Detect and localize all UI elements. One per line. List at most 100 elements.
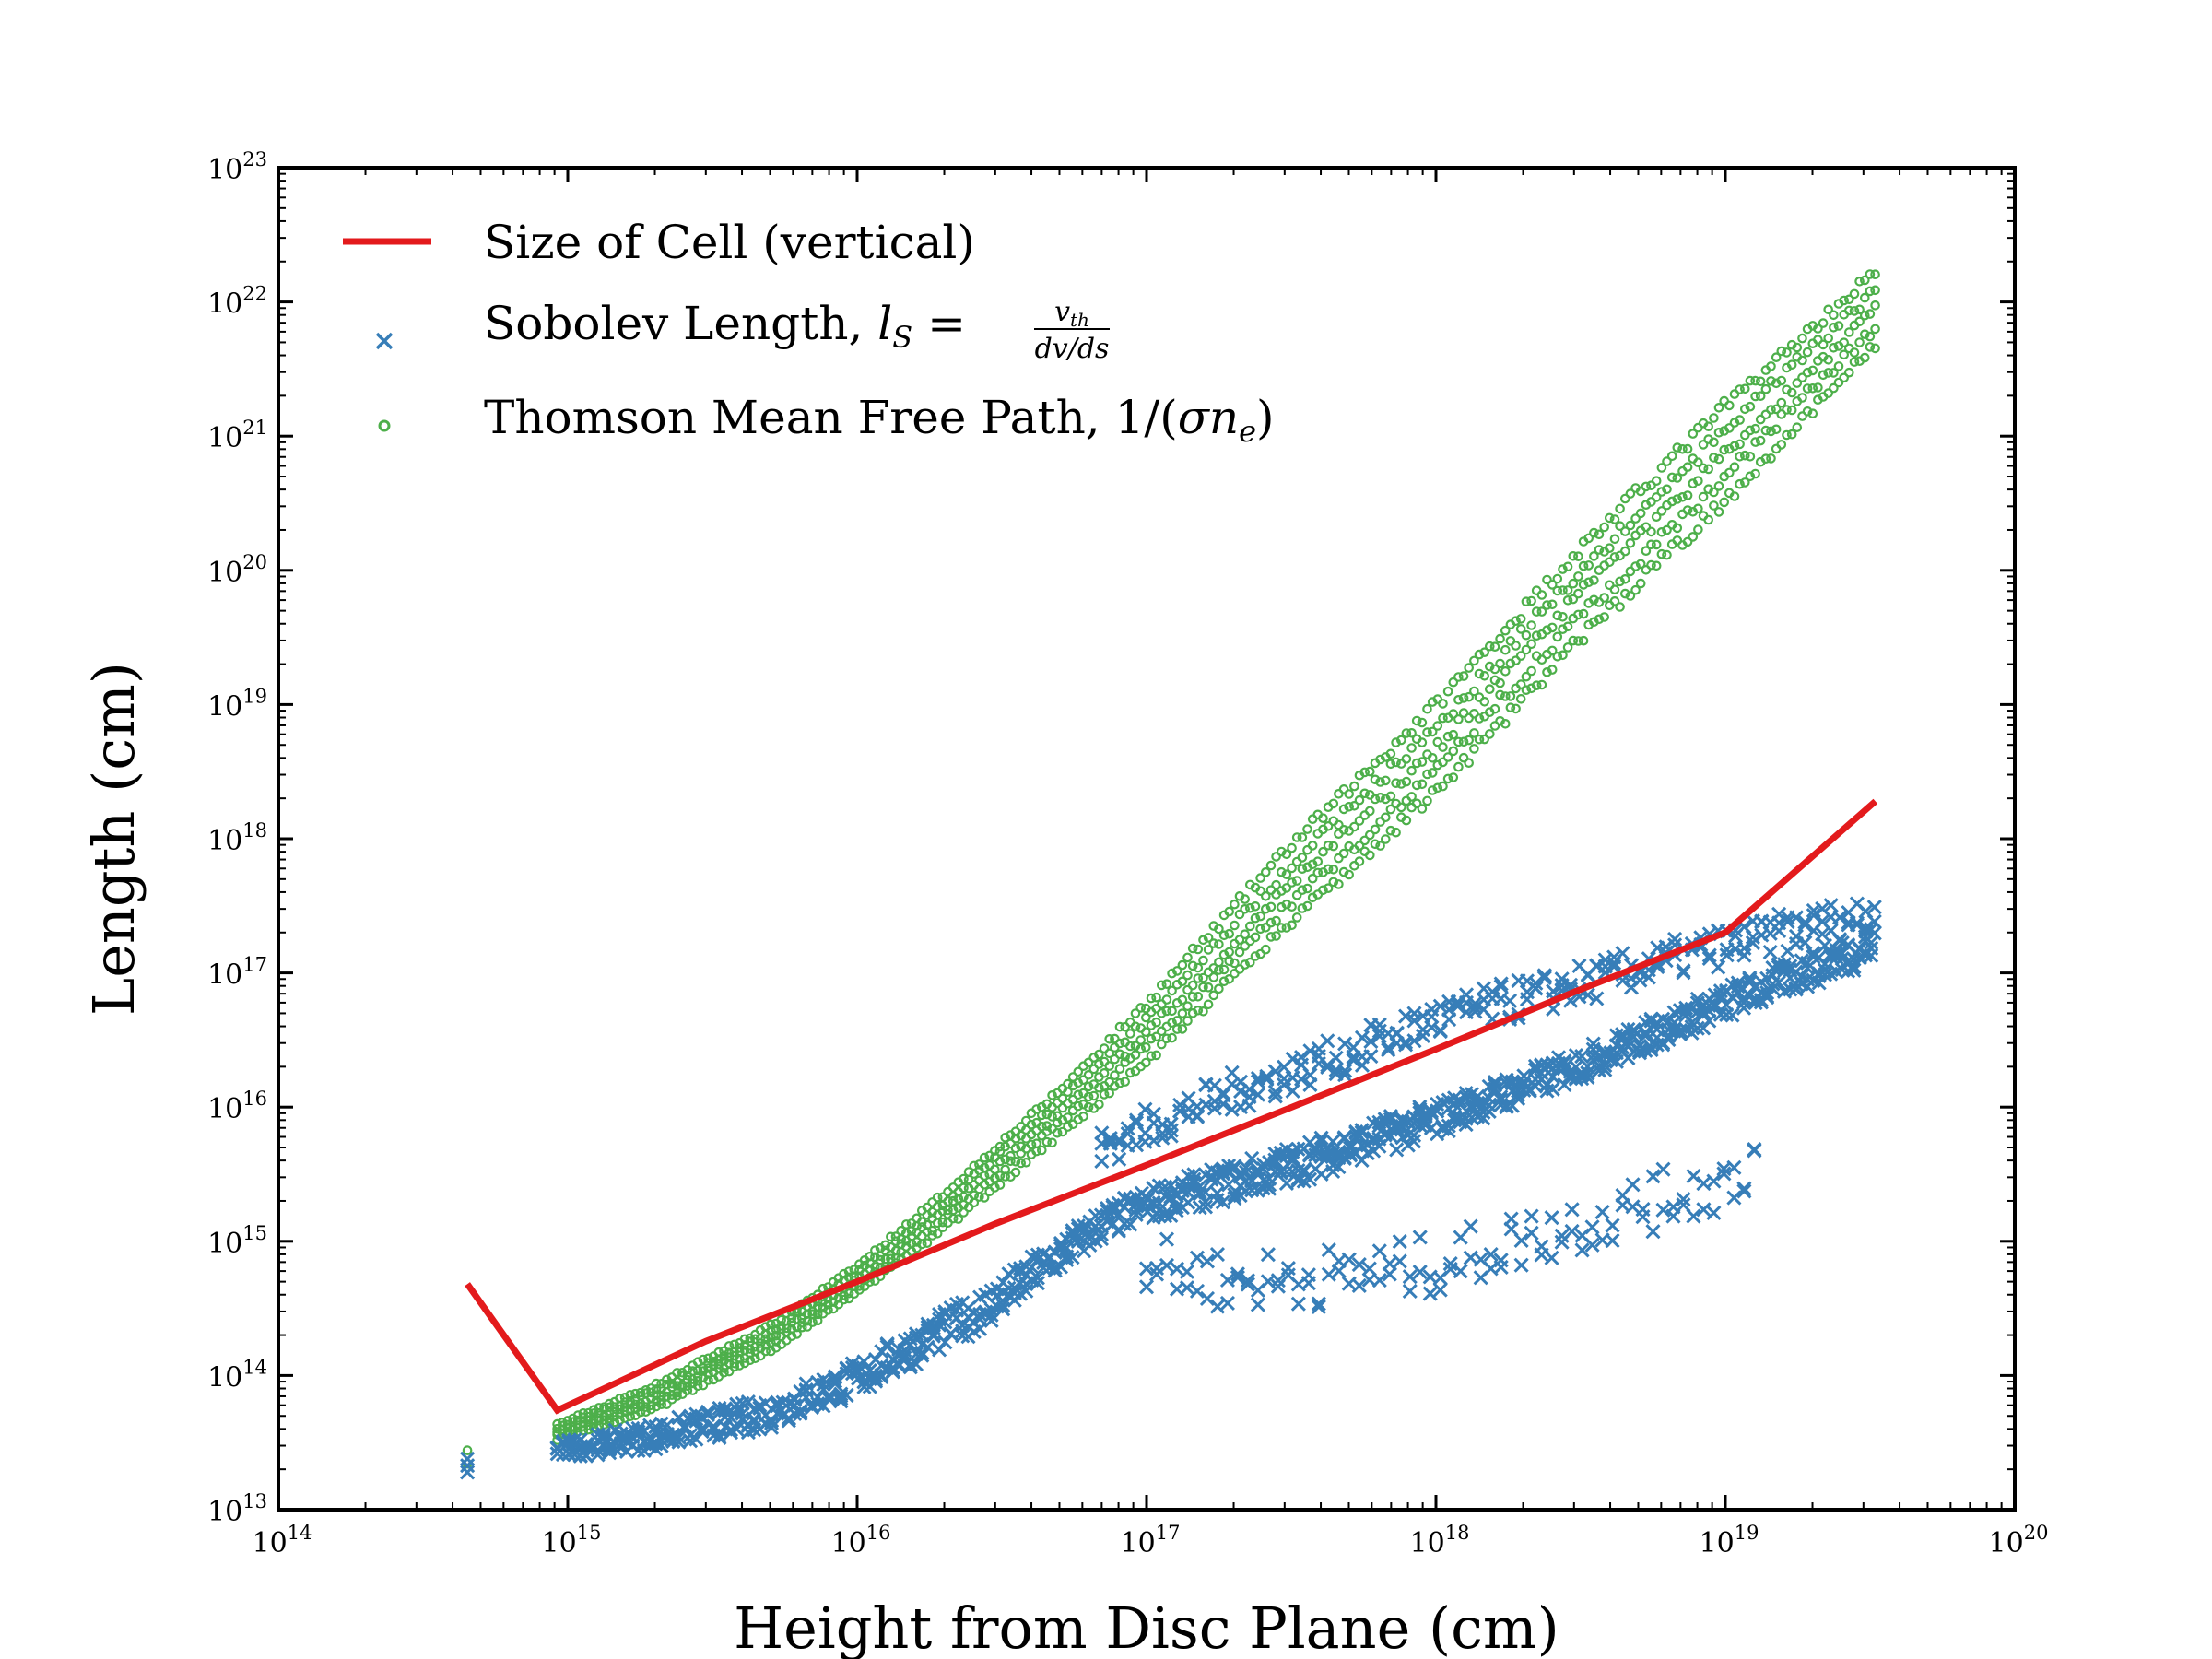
thomson-point [932, 1192, 943, 1203]
thomson-point [1870, 269, 1880, 279]
thomson-point [922, 1219, 933, 1230]
sobolev-point [1686, 1208, 1701, 1224]
thomson-point [1261, 903, 1271, 914]
thomson-point [1474, 649, 1485, 660]
thomson-point [1214, 957, 1224, 968]
thomson-point [959, 1173, 969, 1184]
thomson-point [1234, 909, 1245, 920]
sobolev-point [590, 1447, 606, 1463]
thomson-point [1349, 800, 1359, 811]
sobolev-point [1866, 900, 1882, 915]
thomson-point [557, 1420, 568, 1431]
thomson-point [1625, 566, 1636, 577]
thomson-point [1782, 429, 1792, 441]
sobolev-point [793, 1405, 808, 1420]
thomson-point [1438, 699, 1448, 709]
thomson-point [1729, 462, 1740, 472]
thomson-point [1724, 423, 1735, 433]
thomson-point [1849, 306, 1860, 316]
thomson-point [1182, 952, 1193, 963]
thomson-point [1870, 324, 1880, 335]
thomson-point [1782, 405, 1792, 415]
sobolev-point [712, 1430, 727, 1446]
thomson-point [1250, 951, 1261, 961]
thomson-point [1562, 642, 1573, 653]
sobolev-point [1544, 1250, 1559, 1265]
sobolev-point [1199, 1253, 1216, 1269]
sobolev-point [671, 1430, 687, 1445]
thomson-point [1766, 405, 1776, 415]
thomson-point [1609, 552, 1620, 562]
thomson-point [1110, 1070, 1120, 1080]
thomson-point [1651, 512, 1662, 522]
thomson-point [1839, 337, 1849, 347]
thomson-point [1677, 443, 1688, 454]
thomson-point [1688, 429, 1699, 439]
thomson-point [1677, 491, 1688, 502]
thomson-point [1427, 752, 1438, 763]
sobolev-point [1483, 1247, 1499, 1263]
sobolev-point [460, 1451, 476, 1466]
thomson-point [1187, 992, 1198, 1002]
thomson-point [1281, 849, 1292, 860]
thomson-point [1067, 1094, 1078, 1105]
thomson-point [672, 1381, 682, 1391]
thomson-point [1198, 972, 1208, 983]
thomson-point [1578, 608, 1589, 619]
x-tick-label: 1020 [1989, 1522, 2049, 1559]
thomson-point [594, 1413, 605, 1423]
sobolev-point [1608, 1053, 1624, 1069]
thomson-point [1157, 1008, 1167, 1018]
thomson-point [745, 1348, 756, 1359]
thomson-point [1255, 886, 1265, 897]
thomson-point [1829, 322, 1839, 333]
thomson-point [1839, 349, 1849, 360]
thomson-point [1630, 561, 1641, 571]
thomson-point [1485, 684, 1495, 694]
thomson-point [1526, 665, 1536, 677]
sobolev-point [1846, 962, 1862, 978]
thomson-point [1114, 1038, 1125, 1049]
thomson-point [1729, 441, 1740, 452]
thomson-point [1489, 664, 1500, 675]
y-tick-label: 1013 [207, 1490, 267, 1528]
thomson-point [1427, 785, 1438, 795]
sobolev-point [1603, 1045, 1618, 1061]
thomson-point [1818, 370, 1829, 381]
thomson-point [1432, 721, 1443, 731]
thomson-point [1854, 337, 1865, 347]
thomson-point [1646, 539, 1656, 550]
sobolev-point [821, 1392, 837, 1407]
legend-thomson-label: Thomson Mean Free Path, 1/(σne) [484, 391, 1275, 449]
thomson-point [1406, 743, 1417, 753]
thomson-point [1515, 651, 1526, 661]
axis-ticks: 1014 1015 1016 1017 1018 1019 1020101310141015… [207, 148, 2048, 1559]
sobolev-point [1800, 960, 1816, 976]
thomson-point [1453, 761, 1464, 772]
x-tick-label: 1018 [1410, 1522, 1470, 1559]
thomson-point [922, 1238, 933, 1248]
thomson-point [1573, 588, 1583, 599]
thomson-point [1287, 901, 1297, 912]
sobolev-point [1199, 1290, 1216, 1306]
thomson-point [1041, 1136, 1053, 1147]
sobolev-point [914, 1347, 930, 1363]
thomson-point [1760, 383, 1771, 394]
thomson-point [1230, 899, 1240, 910]
sobolev-point [856, 1354, 872, 1370]
thomson-point [1485, 729, 1495, 739]
sobolev-point [1554, 1228, 1570, 1243]
thomson-point [1338, 824, 1349, 835]
thomson-point [1088, 1064, 1100, 1075]
thomson-point [1245, 902, 1255, 913]
thomson-point [1448, 729, 1459, 740]
thomson-point [1829, 310, 1839, 321]
thomson-point [979, 1193, 990, 1203]
thomson-point [1432, 736, 1443, 747]
thomson-point [1094, 1049, 1104, 1060]
thomson-point [1391, 757, 1401, 768]
sobolev-point [1267, 1088, 1283, 1104]
sobolev-point [1128, 1206, 1144, 1222]
thomson-point [1135, 1035, 1146, 1045]
thomson-point [1151, 1017, 1161, 1028]
